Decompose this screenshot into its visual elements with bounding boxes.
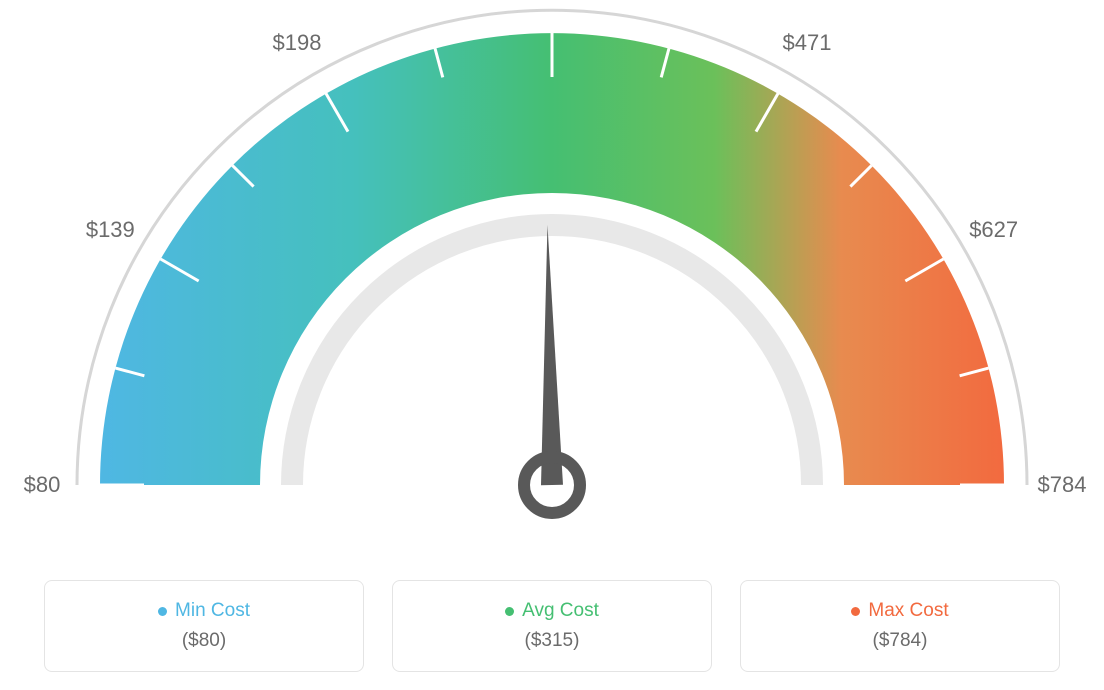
gauge-tick-label: $198 [273, 30, 322, 56]
legend-card-avg: Avg Cost ($315) [392, 580, 712, 672]
legend-min-dot [158, 607, 167, 616]
legend-avg-dot [505, 607, 514, 616]
gauge-tick-label: $139 [86, 217, 135, 243]
legend-avg-value: ($315) [525, 630, 580, 652]
gauge-tick-label: $471 [783, 30, 832, 56]
gauge-tick-label: $80 [24, 472, 61, 498]
legend-max-value: ($784) [873, 630, 928, 652]
legend-card-min: Min Cost ($80) [44, 580, 364, 672]
legend-min-top: Min Cost [158, 600, 250, 622]
legend-min-label: Min Cost [175, 600, 250, 622]
legend-max-top: Max Cost [851, 600, 948, 622]
legend-avg-label: Avg Cost [522, 600, 599, 622]
gauge-tick-label: $627 [969, 217, 1018, 243]
legend-card-max: Max Cost ($784) [740, 580, 1060, 672]
legend-avg-top: Avg Cost [505, 600, 599, 622]
legend-row: Min Cost ($80) Avg Cost ($315) Max Cost … [0, 580, 1104, 672]
gauge-svg [0, 0, 1104, 560]
legend-max-label: Max Cost [868, 600, 948, 622]
legend-min-value: ($80) [182, 630, 226, 652]
gauge-tick-label: $784 [1038, 472, 1087, 498]
gauge-chart: $80$139$198$315$471$627$784 [0, 0, 1104, 560]
legend-max-dot [851, 607, 860, 616]
